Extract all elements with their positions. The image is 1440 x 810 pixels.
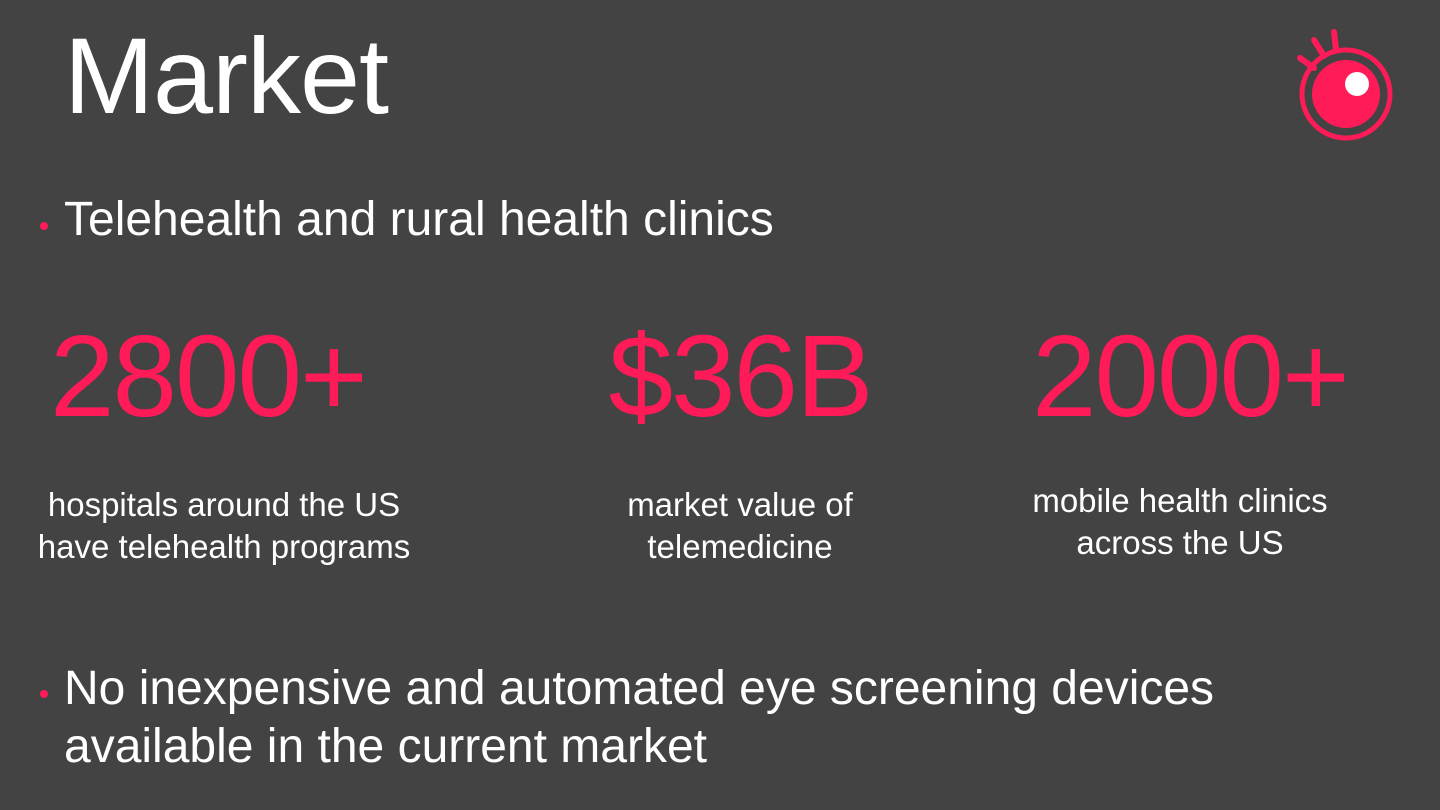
stat-value: 2000+ <box>1032 311 1350 441</box>
stat-description: hospitals around the US have telehealth … <box>37 486 411 565</box>
bullet-dot-icon <box>40 222 48 230</box>
eye-logo-icon <box>1297 29 1393 141</box>
stat-description: market value of telemedicine <box>627 486 853 565</box>
bullet-item: No inexpensive and automated eye screeni… <box>40 660 1400 776</box>
stat-description: mobile health clinics across the US <box>1032 482 1328 561</box>
stat-hospitals: 2800+ hospitals around the US have teleh… <box>24 318 424 568</box>
bullet-item: Telehealth and rural health clinics <box>40 192 774 248</box>
stat-value: 2800+ <box>50 311 368 441</box>
stat-market-value: $36B market value of telemedicine <box>540 318 940 568</box>
stat-mobile-clinics: 2000+ mobile health clinics across the U… <box>990 318 1370 564</box>
stat-value: $36B <box>608 311 874 441</box>
slide-title: Market <box>64 15 389 136</box>
bullet-dot-icon <box>40 690 48 698</box>
bullet-text: Telehealth and rural health clinics <box>64 193 774 246</box>
bullet-text: No inexpensive and automated eye screeni… <box>64 662 1215 773</box>
